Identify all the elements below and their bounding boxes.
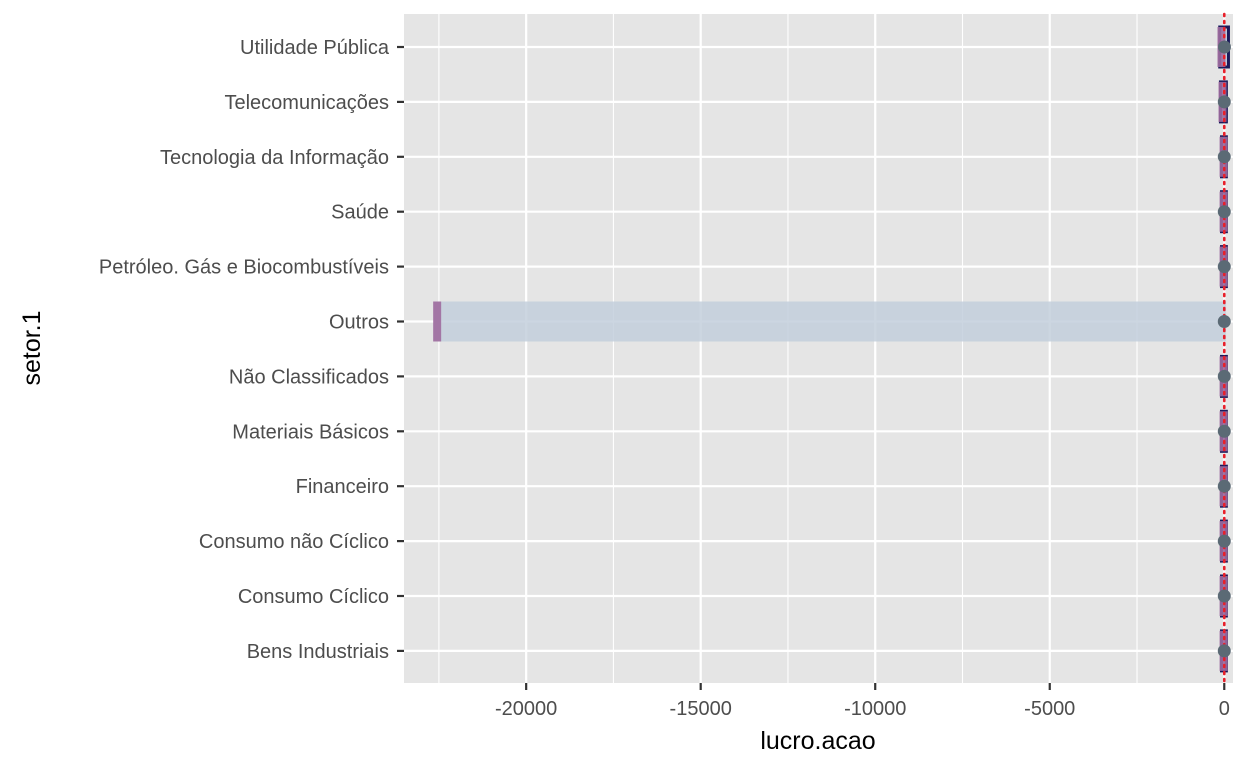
x-tick-label: 0 [1219,698,1230,720]
x-axis-title: lucro.acao [760,727,875,755]
y-tick-label: Utilidade Pública [240,37,390,59]
x-tick-label: -5000 [1024,698,1075,720]
y-tick-label: Bens Industriais [247,641,389,663]
y-tick-label: Materiais Básicos [232,421,389,443]
grid-lines [404,14,1233,683]
y-axis-ticks: Utilidade Pública Telecomunicações Tecnolo… [99,37,404,663]
x-tick-label: -10000 [844,698,906,720]
median-bar-6 [433,301,442,342]
mean-point-3 [1217,150,1231,164]
x-tick-label: -15000 [670,698,732,720]
mean-point-9 [1217,479,1231,493]
box-6 [433,301,1227,342]
y-tick-label: Outros [329,312,389,334]
y-tick-label: Telecomunicações [224,92,389,114]
mean-point-8 [1217,424,1231,438]
y-tick-label: Consumo Cíclico [238,586,389,608]
mean-point-1 [1217,40,1231,54]
x-tick-label: -20000 [495,698,557,720]
mean-points [1217,40,1231,658]
mean-point-11 [1217,589,1231,603]
mean-point-2 [1217,95,1231,109]
y-tick-label: Tecnologia da Informação [160,147,389,169]
mean-point-6 [1217,315,1231,328]
x-axis-ticks: -20000 -15000 -10000 -5000 0 [495,683,1230,720]
mean-point-12 [1217,644,1231,658]
mean-point-5 [1217,260,1231,274]
mean-point-10 [1217,534,1231,548]
mean-point-4 [1217,205,1231,219]
mean-point-7 [1217,369,1231,383]
y-tick-label: Não Classificados [229,366,389,388]
y-axis-title: setor.1 [18,310,46,385]
y-tick-label: Financeiro [296,476,389,498]
y-tick-label: Consumo não Cíclico [199,531,389,553]
y-tick-label: Petróleo. Gás e Biocombustíveis [99,257,389,279]
y-tick-label: Saúde [331,202,389,224]
plot-panel [404,14,1233,683]
